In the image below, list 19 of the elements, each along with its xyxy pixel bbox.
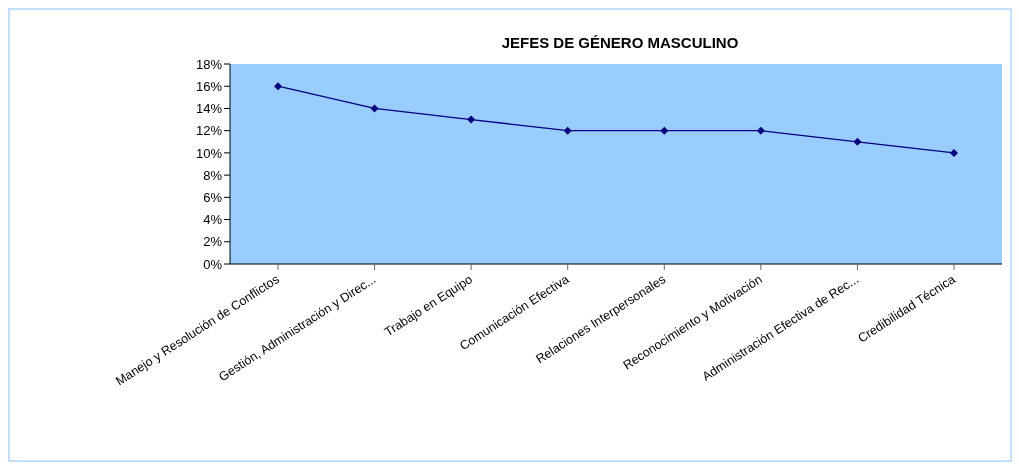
y-tick-label: 6% xyxy=(203,189,223,205)
y-tick-label: 12% xyxy=(195,123,223,139)
point xyxy=(370,104,379,113)
point xyxy=(950,148,958,157)
y-tick-label: 2% xyxy=(203,234,223,250)
y-tick-label: 18% xyxy=(195,56,223,72)
point xyxy=(853,137,862,146)
point xyxy=(660,126,669,135)
y-tick-label: 8% xyxy=(203,167,223,183)
point xyxy=(563,126,572,135)
y-tick-label: 16% xyxy=(195,78,223,94)
point xyxy=(274,82,282,91)
y-tick-label: 4% xyxy=(203,212,223,228)
y-tick-label: 14% xyxy=(195,101,223,117)
y-tick-label: 0% xyxy=(203,256,223,272)
point xyxy=(467,115,476,124)
y-tick-label: 10% xyxy=(195,145,223,161)
point xyxy=(756,126,765,135)
chart-title: JEFES DE GÉNERO MASCULINO xyxy=(500,34,740,51)
